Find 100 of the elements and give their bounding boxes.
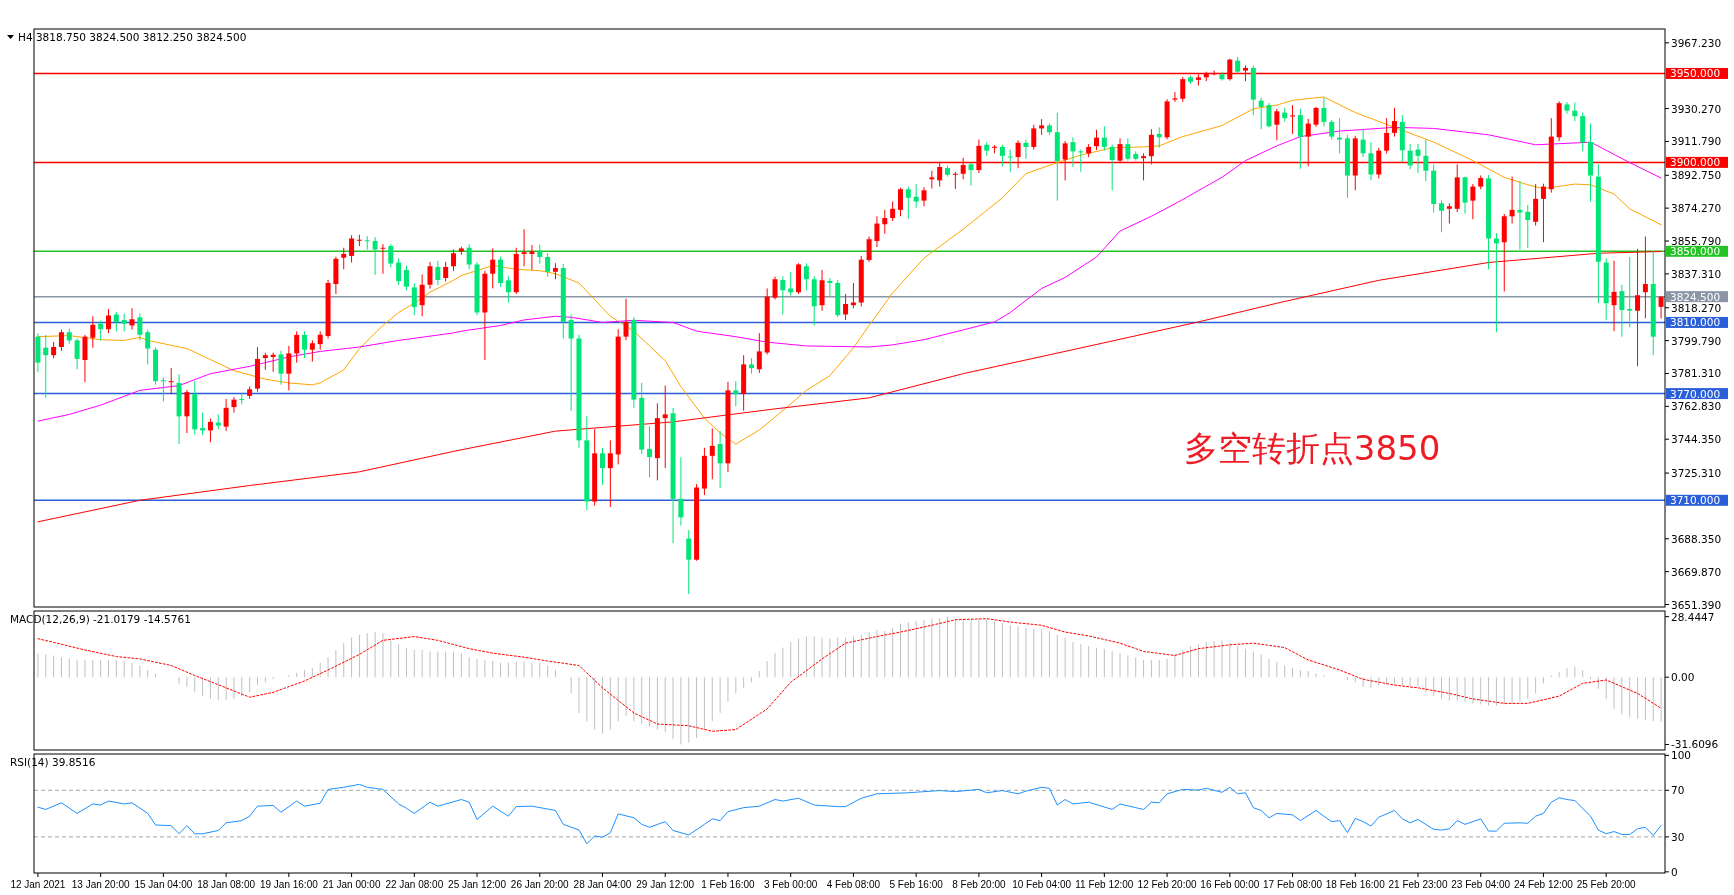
candlestick [521, 228, 527, 267]
candlestick [1321, 97, 1327, 127]
x-tick-label: 5 Feb 16:00 [889, 879, 944, 890]
candlestick [113, 311, 119, 332]
candlestick [756, 332, 762, 374]
ref-line-label: 3824.500 [1670, 290, 1721, 303]
candlestick [600, 447, 605, 486]
candlestick [1415, 143, 1421, 174]
candlestick [419, 273, 425, 317]
x-tick-label: 18 Jan 08:00 [197, 879, 256, 890]
candlestick [1109, 144, 1115, 191]
candlestick [1125, 137, 1131, 162]
candlestick [1329, 119, 1335, 141]
candlestick [1297, 108, 1303, 170]
candlestick [1509, 176, 1515, 225]
candlestick [231, 396, 237, 414]
candlestick [317, 330, 323, 351]
candlestick [1258, 97, 1264, 130]
candlestick [545, 252, 551, 278]
candlestick [1078, 149, 1084, 173]
candlestick [1094, 129, 1099, 151]
candlestick [1619, 284, 1625, 338]
candlestick [1180, 76, 1186, 103]
candlestick [647, 425, 653, 478]
candlestick [890, 201, 896, 222]
x-tick-label: 23 Feb 04:00 [1451, 879, 1511, 890]
x-tick-label: 22 Jan 08:00 [385, 879, 444, 890]
candlestick [1360, 128, 1366, 158]
chart-title: RSI(14) 39.8516 [10, 756, 96, 768]
chart-title: MACD(12,26,9) -21.0179 -14.5761 [10, 613, 191, 625]
ref-line-label: 3710.000 [1670, 494, 1721, 507]
candlestick [780, 275, 786, 315]
candlestick [1172, 91, 1178, 103]
candlestick [364, 235, 370, 251]
x-tick-label: 1 Feb 16:00 [701, 879, 756, 890]
candlestick [874, 215, 880, 248]
candlestick [294, 330, 300, 364]
candlestick [43, 334, 49, 399]
x-tick-label: 15 Jan 04:00 [134, 879, 193, 890]
candlestick [223, 398, 229, 432]
candlestick [58, 329, 64, 352]
y-tick-label: 3837.310 [1671, 267, 1722, 280]
y-tick-label: 3799.790 [1671, 334, 1722, 347]
x-tick-label: 29 Jan 12:00 [636, 879, 695, 890]
x-tick-label: 13 Jan 20:00 [71, 879, 130, 890]
annotation: 多空转折点3850 [1183, 427, 1441, 468]
candlestick [490, 247, 496, 289]
x-tick-label: 12 Feb 20:00 [1137, 879, 1197, 890]
x-tick-label: 18 Feb 16:00 [1325, 879, 1386, 890]
candlestick [356, 234, 362, 247]
y-tick-label: 3781.310 [1671, 367, 1722, 380]
ref-line-label: 3770.000 [1670, 387, 1721, 400]
candlestick [1470, 183, 1476, 220]
x-tick-label: 11 Feb 12:00 [1075, 879, 1134, 890]
candlestick [1274, 108, 1280, 141]
candlestick [999, 144, 1005, 167]
candlestick [1540, 183, 1546, 243]
x-tick-label: 25 Feb 20:00 [1576, 879, 1637, 890]
line-series [37, 783, 1662, 845]
candlestick [1368, 141, 1374, 181]
candlestick [717, 430, 723, 489]
x-tick-label: 25 Jan 12:00 [448, 879, 507, 890]
candlestick [1337, 117, 1343, 154]
y-tick-label: 0.00 [1671, 671, 1695, 684]
candlestick [607, 439, 613, 508]
x-tick-label: 3 Feb 00:00 [764, 879, 818, 890]
x-tick-label: 4 Feb 08:00 [826, 879, 881, 890]
candlestick [380, 243, 386, 275]
candlestick [529, 244, 535, 271]
candlestick [913, 183, 919, 209]
y-tick-label: 0 [1671, 865, 1678, 878]
y-tick-label: 28.4447 [1671, 610, 1715, 623]
y-tick-label: 3855.790 [1671, 235, 1722, 248]
candlestick [1627, 256, 1633, 328]
x-tick-label: 24 Feb 12:00 [1513, 879, 1574, 890]
candlestick [772, 276, 778, 300]
x-tick-label: 16 Feb 00:00 [1200, 879, 1260, 890]
candlestick [1070, 136, 1076, 168]
candlestick [968, 161, 974, 186]
candlestick [1384, 117, 1390, 154]
candlestick [1290, 104, 1296, 135]
candlestick [403, 265, 409, 291]
candlestick [843, 293, 849, 321]
candlestick [451, 249, 457, 272]
y-tick-label: -31.6096 [1671, 738, 1719, 751]
candlestick [309, 339, 315, 363]
candlestick [286, 345, 292, 391]
candlestick [1266, 102, 1272, 128]
candlestick [1525, 204, 1531, 249]
y-tick-label: 3762.830 [1671, 400, 1722, 413]
candlestick [1101, 125, 1107, 152]
y-tick-label: 3688.350 [1671, 532, 1722, 545]
candlestick [827, 277, 833, 297]
y-tick-label: 3911.790 [1671, 135, 1722, 148]
candlestick [160, 377, 166, 402]
candlestick [137, 313, 143, 341]
candlestick [568, 313, 574, 412]
candlestick [1423, 139, 1429, 182]
candlestick [952, 171, 958, 190]
candlestick [341, 247, 347, 270]
